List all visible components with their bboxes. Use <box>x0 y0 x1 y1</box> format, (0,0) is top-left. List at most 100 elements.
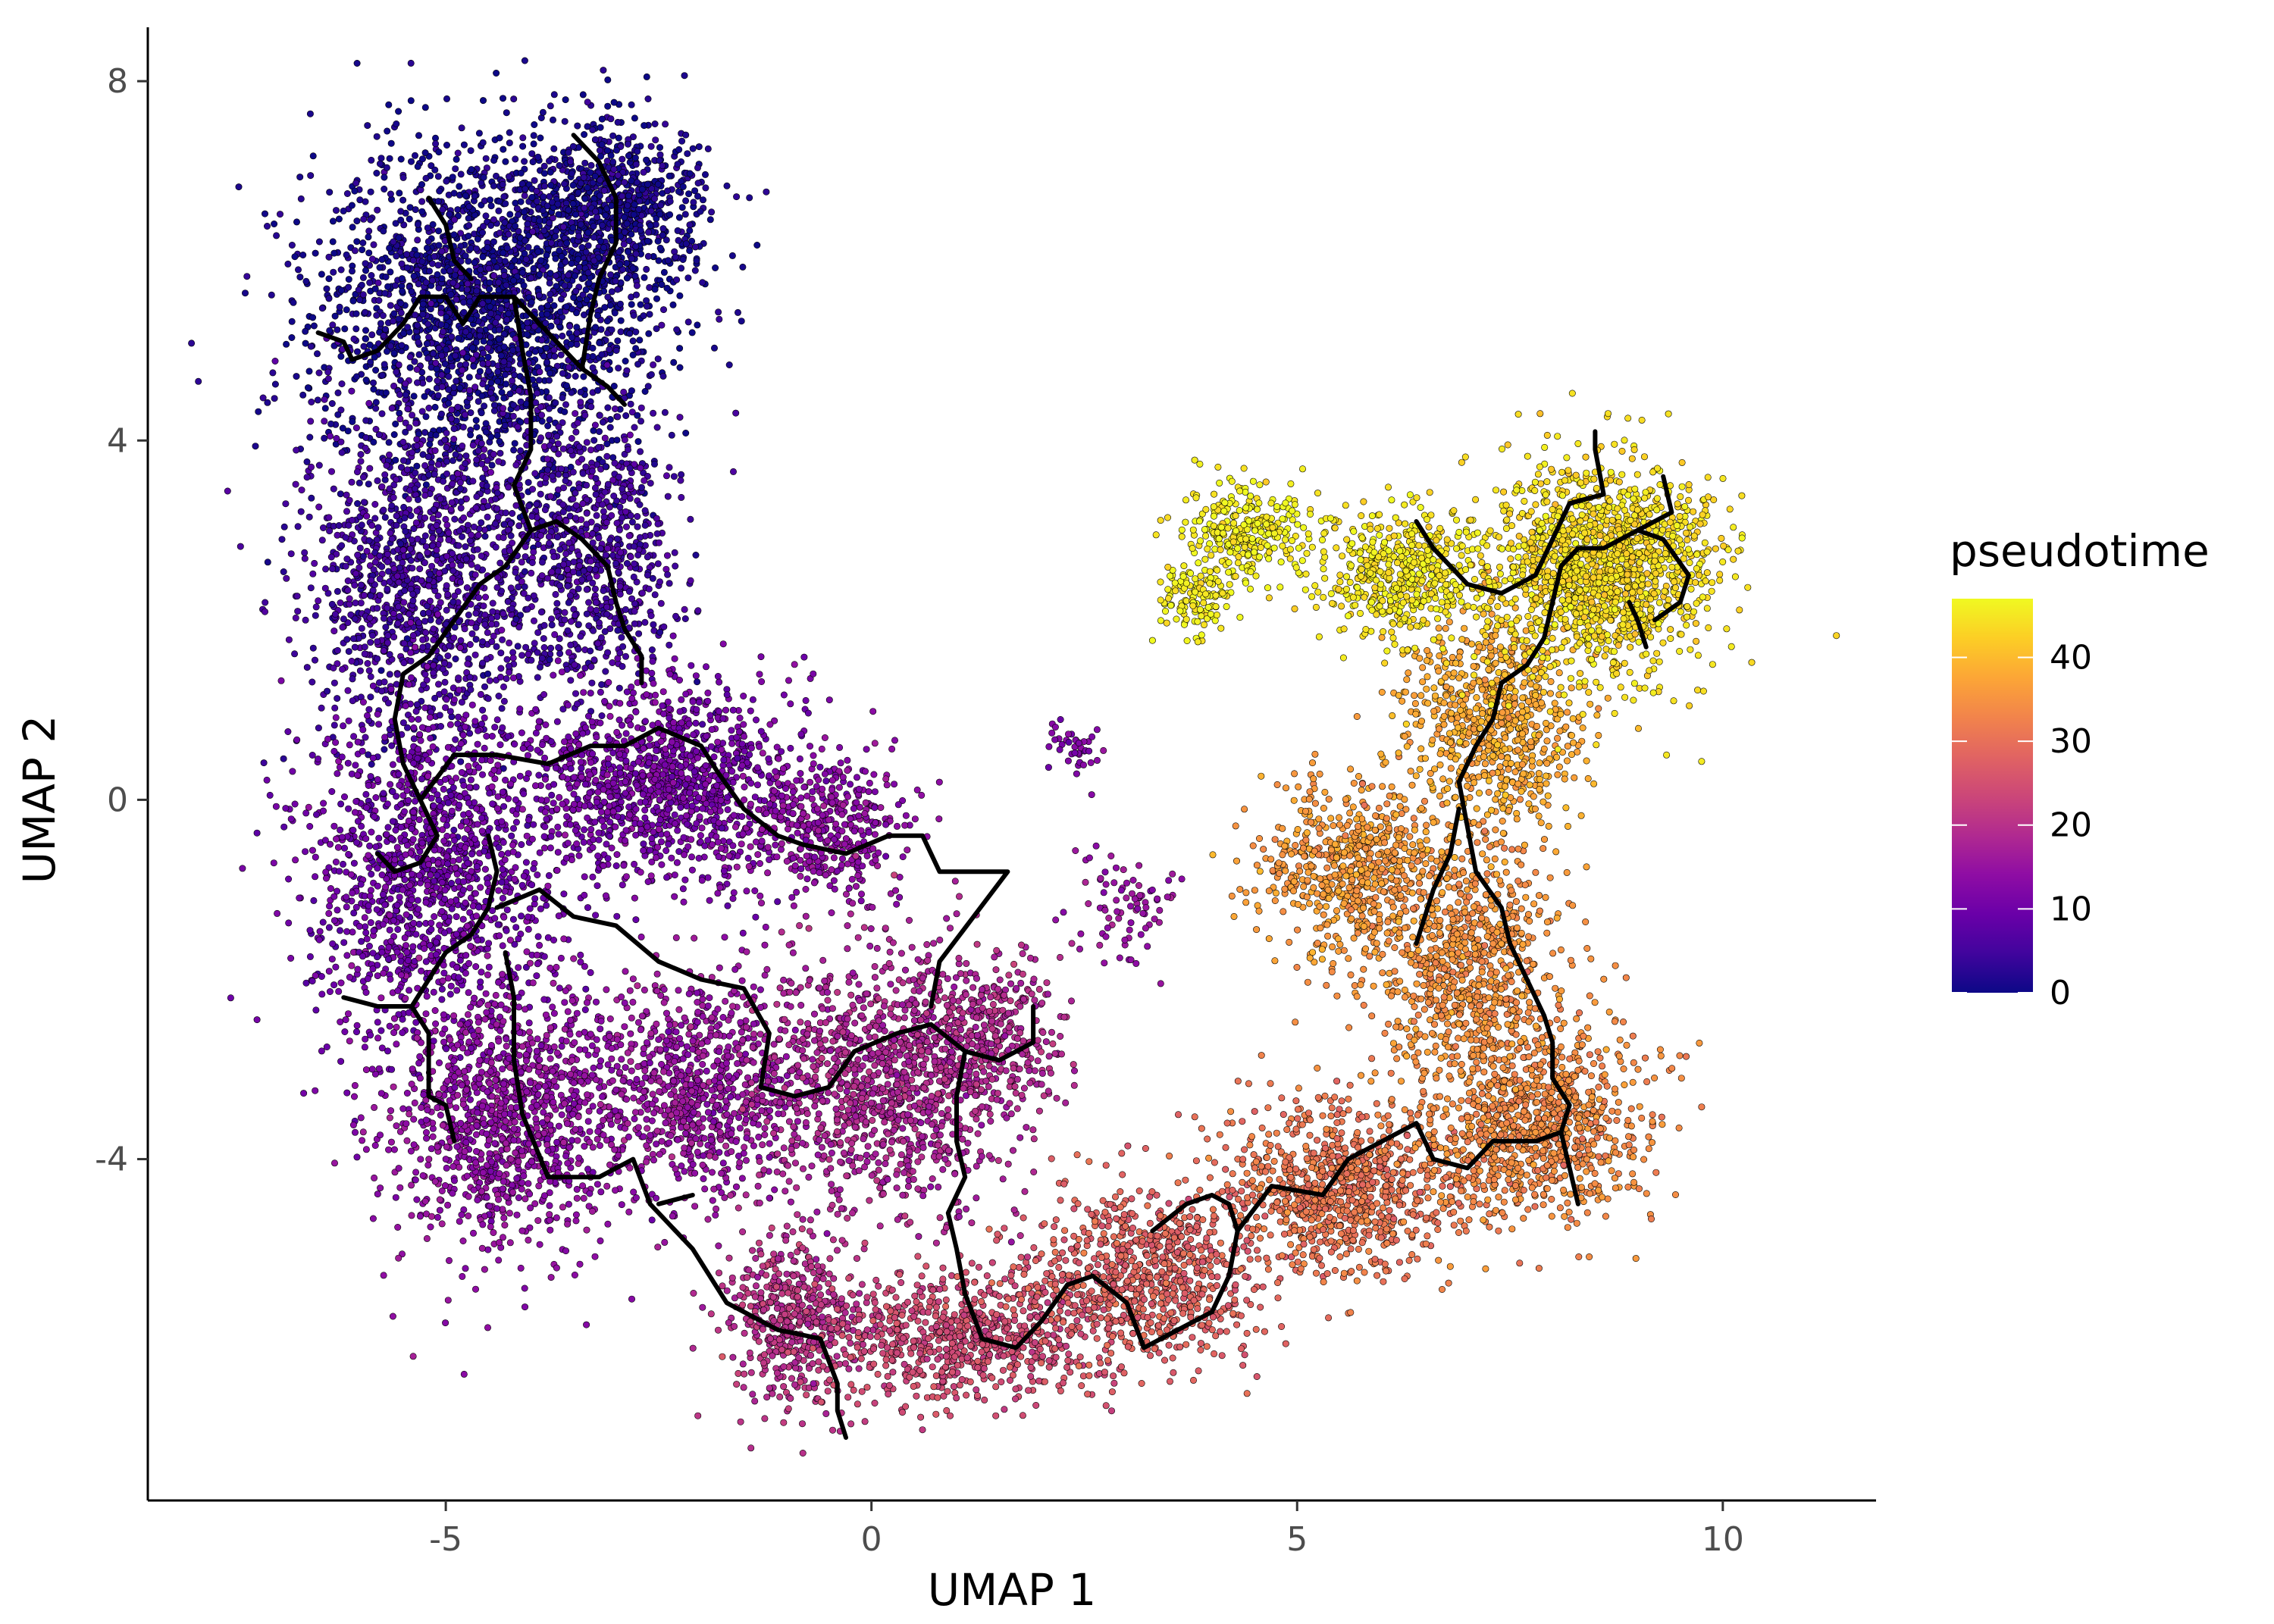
cell-point <box>623 274 631 282</box>
cell-point <box>629 337 637 345</box>
cell-point <box>587 663 595 671</box>
cell-point <box>435 569 443 577</box>
cell-point <box>595 496 603 503</box>
cell-point <box>562 382 570 390</box>
cell-point <box>479 474 487 482</box>
cell-point <box>407 649 415 656</box>
cell-point <box>406 545 414 552</box>
cell-point <box>653 424 661 431</box>
cell-point <box>584 242 592 249</box>
cell-point <box>589 579 597 587</box>
cell-point <box>524 821 531 829</box>
cell-point <box>496 437 503 445</box>
cell-point <box>504 526 512 534</box>
cell-point <box>318 271 325 278</box>
cell-point <box>562 477 569 484</box>
cell-point <box>617 549 625 556</box>
cell-point <box>626 431 634 439</box>
cell-point <box>555 450 562 458</box>
cell-point <box>572 690 579 697</box>
cell-point <box>399 719 407 727</box>
cell-point <box>408 288 415 296</box>
cell-point <box>384 639 391 646</box>
cell-point <box>594 213 601 221</box>
cell-point <box>262 599 269 606</box>
cell-point <box>399 287 406 295</box>
cell-point <box>627 553 634 561</box>
cell-point <box>487 433 495 441</box>
cell-point <box>746 194 753 202</box>
cell-point <box>393 512 400 520</box>
cell-point <box>481 533 489 540</box>
cell-point <box>637 464 644 471</box>
cell-point <box>433 365 440 373</box>
cell-point <box>397 309 405 317</box>
cell-point <box>534 153 542 161</box>
cell-point <box>552 255 559 262</box>
cell-point <box>422 174 430 182</box>
cell-point <box>627 512 634 519</box>
cell-point <box>435 242 443 249</box>
cell-point <box>540 183 548 190</box>
cell-point <box>404 405 412 413</box>
cell-point <box>531 348 539 355</box>
cell-point <box>658 321 666 329</box>
cell-point <box>612 277 619 285</box>
cell-point <box>444 652 452 659</box>
cell-point <box>430 636 437 643</box>
cell-point <box>456 183 463 190</box>
cell-point <box>471 651 479 659</box>
cell-point <box>393 120 400 128</box>
cell-point <box>334 531 341 539</box>
cell-point <box>622 523 630 530</box>
cell-point <box>441 678 449 686</box>
cell-point <box>640 312 647 320</box>
cell-point <box>603 147 611 155</box>
cell-point <box>650 460 658 468</box>
cell-point <box>426 597 434 605</box>
cell-point <box>547 493 554 500</box>
cell-point <box>478 552 485 560</box>
cell-point <box>510 446 518 454</box>
cell-point <box>343 636 351 643</box>
cell-point <box>283 340 290 348</box>
cell-point <box>564 582 572 590</box>
cell-point <box>348 268 356 275</box>
cell-point <box>547 290 554 298</box>
cell-point <box>619 662 626 670</box>
cell-point <box>644 180 651 188</box>
cell-point <box>478 409 485 417</box>
cell-point <box>330 627 338 635</box>
cell-point <box>377 155 385 162</box>
cell-point <box>641 122 648 130</box>
cell-point <box>357 581 365 589</box>
cell-point <box>499 636 506 643</box>
cell-point <box>436 187 443 195</box>
cell-point <box>506 390 514 398</box>
cell-point <box>479 349 487 357</box>
cell-point <box>325 275 333 283</box>
cell-point <box>290 299 297 306</box>
cell-point <box>556 247 563 255</box>
cell-point <box>662 472 670 480</box>
cell-point <box>471 192 478 200</box>
cell-point <box>443 313 450 321</box>
cell-point <box>376 264 384 271</box>
cell-point <box>492 319 500 327</box>
cell-point <box>529 158 537 166</box>
cell-point <box>472 339 480 346</box>
cell-point <box>521 568 528 575</box>
cell-point <box>306 433 314 441</box>
cell-point <box>335 215 343 223</box>
cell-point <box>651 120 659 128</box>
cell-point <box>318 704 325 712</box>
cell-point <box>616 590 624 598</box>
cell-point <box>583 439 590 446</box>
cell-point <box>678 204 686 211</box>
cell-point <box>544 302 552 309</box>
cell-point <box>355 286 362 294</box>
cell-point <box>673 326 681 333</box>
cell-point <box>464 660 471 668</box>
cell-point <box>565 206 572 214</box>
cell-point <box>302 340 309 347</box>
